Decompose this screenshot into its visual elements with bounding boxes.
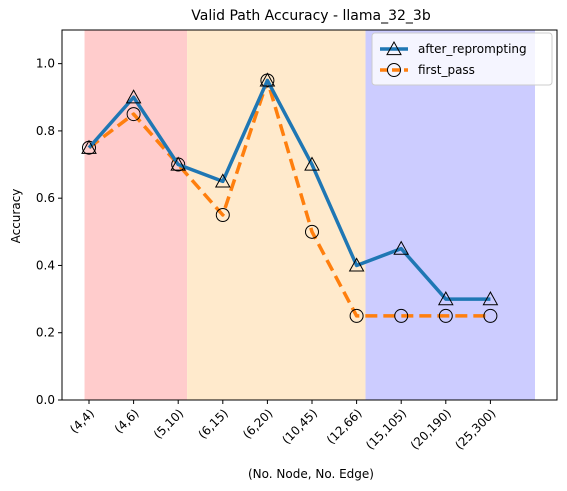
series-group <box>81 72 499 323</box>
data-point <box>81 139 97 154</box>
data-point <box>437 291 454 306</box>
legend-marker <box>387 63 401 77</box>
y-tick-label: 0.8 <box>36 124 55 138</box>
series-after_reprompting <box>81 72 499 306</box>
plot-frame <box>61 29 558 401</box>
data-point <box>482 291 499 306</box>
data-point <box>349 308 364 323</box>
x-axis-label: (No. Node, No. Edge) <box>248 467 374 481</box>
data-point <box>438 308 453 323</box>
y-tick-label: 0.6 <box>36 191 55 205</box>
data-point <box>170 156 187 171</box>
chart-title: Valid Path Accuracy - llama_32_3b <box>191 8 431 24</box>
band-3 <box>365 30 535 400</box>
data-point <box>305 224 319 239</box>
data-point <box>126 107 141 122</box>
y-axis-label: Accuracy <box>9 189 23 244</box>
data-point <box>394 308 409 323</box>
data-point <box>348 257 365 272</box>
y-tick-label: 0.2 <box>36 326 55 340</box>
data-point <box>214 173 231 188</box>
band-1 <box>84 30 188 400</box>
data-point <box>215 208 230 222</box>
legend-box <box>371 32 553 86</box>
y-tick-label: 0.0 <box>36 393 55 407</box>
y-tick-label: 0.4 <box>36 258 55 272</box>
series-line <box>87 78 491 318</box>
data-point <box>393 240 410 255</box>
legend: after_reprompting first_pass <box>371 32 553 86</box>
data-point <box>125 89 142 104</box>
y-axis: 0.0 0.2 0.4 0.6 0.8 1.0 <box>36 57 62 407</box>
data-point <box>304 156 320 171</box>
legend-label: first_pass <box>418 63 475 77</box>
band-2 <box>187 30 366 400</box>
legend-marker <box>386 40 402 56</box>
y-tick-label: 1.0 <box>36 57 55 71</box>
data-point <box>259 72 276 87</box>
legend-label: after_reprompting <box>418 42 527 56</box>
data-point <box>483 308 498 323</box>
series-line <box>87 78 491 301</box>
